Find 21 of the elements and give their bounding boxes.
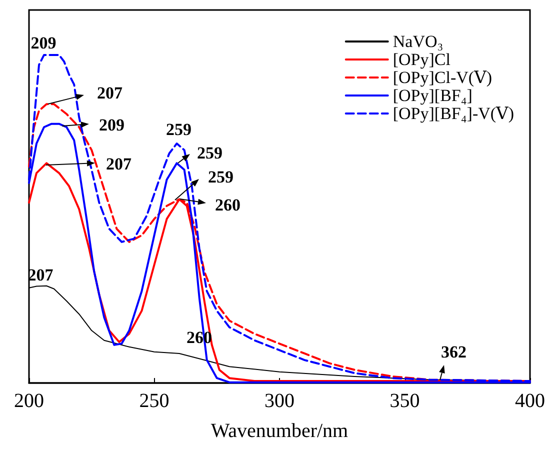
x-tick-label: 350: [390, 390, 420, 412]
legend-label: NaVO₃: [392, 32, 444, 51]
annotation: 260: [215, 196, 240, 214]
annotation: 207: [28, 265, 54, 284]
x-tick-label: 400: [515, 390, 545, 412]
legend-label: [OPy]Cl: [392, 50, 451, 69]
x-axis-title: Wavenumber/nm: [210, 420, 349, 442]
x-tick-label: 200: [14, 390, 44, 412]
legend-label: [OPy][BF₄]-V(Ⅴ): [392, 104, 514, 123]
x-tick-label: 300: [264, 390, 294, 412]
x-tick-label: 250: [139, 390, 170, 412]
annotation: 207: [97, 84, 123, 102]
annotation: 259: [197, 144, 222, 162]
annotation: 209: [99, 116, 124, 134]
legend-label: [OPy][BF₄]: [392, 86, 472, 105]
annotation: 362: [441, 342, 466, 362]
annotation: 209: [30, 33, 56, 52]
annotation: 259: [208, 168, 234, 186]
annotation: 259: [166, 120, 192, 140]
legend-label: [OPy]Cl-V(Ⅴ): [392, 68, 492, 87]
annotation: 207: [106, 154, 132, 174]
